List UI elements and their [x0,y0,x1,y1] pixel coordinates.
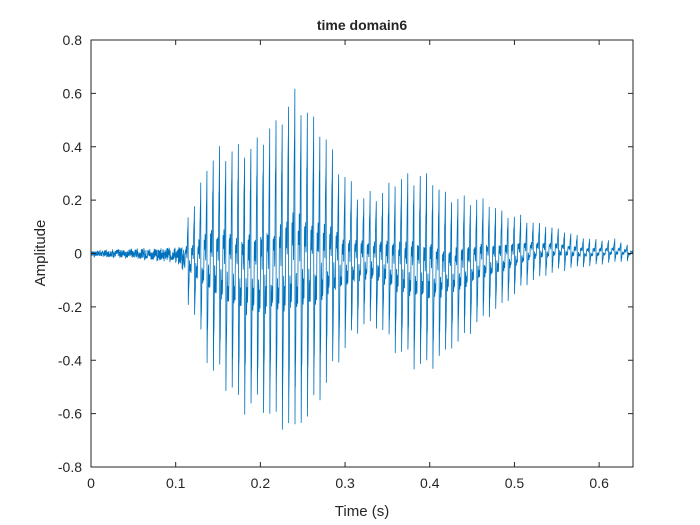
waveform-line [90,88,634,430]
series-layer [90,88,634,430]
y-tick-label: -0.8 [58,459,82,475]
y-tick-label: 0 [74,246,82,262]
y-tick-label: 0.8 [63,32,83,48]
y-tick-label: 0.2 [63,192,83,208]
y-tick-label: -0.2 [58,299,82,315]
y-tick-label: -0.4 [58,352,82,368]
y-axis-label: Amplitude [32,220,49,287]
x-tick-label: 0.5 [505,475,525,491]
x-axis-label: Time (s) [335,503,389,520]
y-tick-label: 0.4 [63,139,83,155]
x-tick-label: 0.3 [335,475,355,491]
y-tick-label: 0.6 [63,85,83,101]
x-tick-label: 0 [87,475,95,491]
y-tick-label: -0.6 [58,406,82,422]
x-tick-label: 0.1 [166,475,186,491]
x-tick-label: 0.4 [420,475,440,491]
tick-layer: 0 0.1 0.2 0.3 0.4 0.5 0.6 -0.8 -0.6 -0.4 -0.2 0 0.2 0… [58,32,633,491]
x-tick-label: 0.2 [251,475,271,491]
x-tick-label: 0.6 [589,475,609,491]
chart-title: time domain6 [317,17,407,33]
